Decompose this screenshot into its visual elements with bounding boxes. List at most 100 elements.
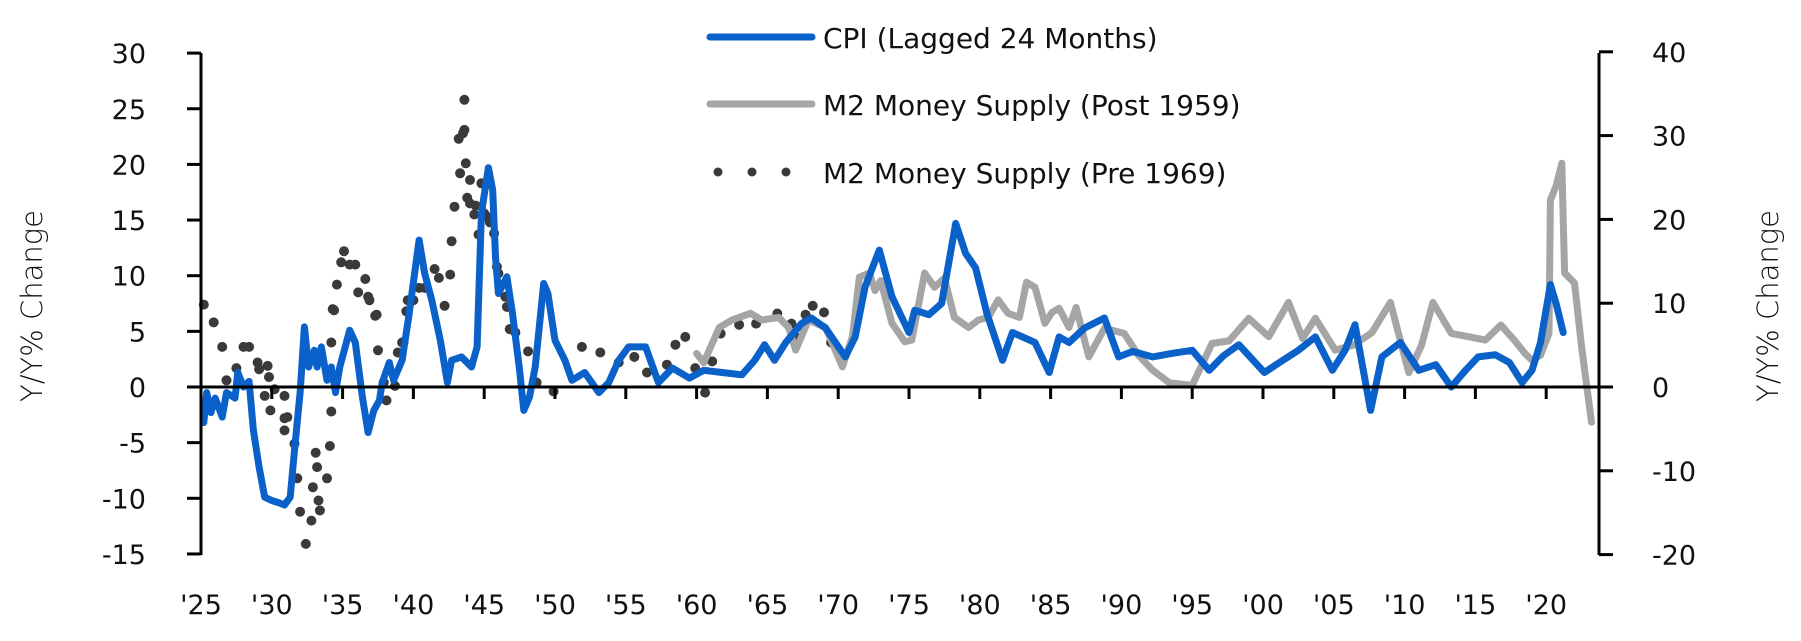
left-y-tick-label: 25 [112,95,146,126]
legend-m2-pre-dot [747,167,757,177]
left-y-tick-label: -10 [102,484,146,515]
m2-pre-1969-point [449,201,460,212]
m2-pre-1969-point [264,372,274,382]
m2-pre-1969-point [279,425,290,436]
axes: 30 25 20 15 10 5 0 -5 -10 -15 40 30 20 10 0 -10 -20 '25… [102,38,1696,621]
legend-m2-pre-label: M2 Money Supply (Pre 1969) [823,157,1226,190]
m2-pre-1969-point [433,272,444,283]
x-tick-label: '85 [1030,590,1072,621]
x-tick-label: '55 [605,590,647,621]
x-tick-label: '05 [1313,590,1355,621]
m2-pre-1969-point [307,482,318,493]
m2-pre-1969-point [371,309,382,320]
m2-pre-1969-point [336,257,347,268]
m2-pre-1969-point [217,341,228,352]
m2-pre-1969-point [807,300,818,311]
left-y-tick-label: 0 [129,373,146,404]
x-tick-label: '25 [180,590,222,621]
x-tick-label: '15 [1455,590,1497,621]
legend-m2-post-label: M2 Money Supply (Post 1959) [823,89,1241,122]
legend-item-m2-post: M2 Money Supply (Post 1959) [706,89,1241,122]
m2-pre-1969-point [446,236,457,247]
m2-pre-1969-point [221,375,232,386]
m2-pre-1969-point [670,339,681,350]
legend-item-cpi: CPI (Lagged 24 Months) [706,22,1158,55]
m2-pre-1969-point [208,317,219,328]
left-y-tick-label: 10 [112,262,146,293]
m2-pre-1969-point [353,287,364,298]
legend-m2-pre-dot [713,167,723,177]
m2-pre-1969-point [300,538,311,549]
m2-pre-1969-point [680,331,691,342]
m2-pre-1969-point [339,246,349,257]
m2-pre-1969-point [700,387,711,398]
m2-pre-1969-point [244,341,255,352]
m2-pre-1969-point [326,337,337,348]
right-y-tick-label: 10 [1652,289,1686,320]
left-y-tick-label: 5 [129,317,146,348]
m2-pre-1969-point [360,274,371,284]
x-tick-label: '50 [534,590,576,621]
m2-pre-1969-point [465,175,475,185]
x-tick-label: '20 [1525,590,1567,621]
m2-pre-1969-point [469,209,480,220]
x-tick-label: '65 [747,590,789,621]
left-y-tick-label: 15 [112,206,146,237]
x-tick-label: '70 [817,590,859,621]
m2-pre-1969-point [439,300,450,311]
x-tick-label: '45 [463,590,505,621]
x-tick-label: '35 [322,590,364,621]
m2-pre-1969-point [455,168,466,179]
legend-cpi-label: CPI (Lagged 24 Months) [823,22,1158,55]
m2-pre-1969-point [329,305,340,316]
m2-pre-1969-point [262,360,273,371]
right-y-tick-label: 30 [1652,122,1686,153]
m2-pre-1969-point [279,390,290,401]
m2-pre-1969-point [259,390,270,401]
m2-pre-1969-point [460,158,471,169]
m2-pre-1969-point [331,279,342,290]
m2-pre-1969-point [459,94,470,105]
m2-pre-1969-point [595,347,606,358]
x-tick-label: '90 [1101,590,1143,621]
x-tick-label: '30 [251,590,293,621]
left-y-tick-label: -15 [102,540,146,571]
m2-pre-1969-point [629,351,640,362]
x-tick-label: '00 [1242,590,1284,621]
m2-pre-1969-point [306,515,317,526]
m2-pre-1969-point [265,405,276,416]
m2-pre-1969-point [350,259,361,270]
cpi-line [200,164,1567,509]
right-y-tick-label: 40 [1652,38,1686,69]
left-y-tick-label: 30 [112,39,146,70]
left-y-ticks: 30 25 20 15 10 5 0 -5 -10 -15 [102,39,201,571]
m2-pre-1969-point [324,441,335,451]
m2-pre-1969-point [429,264,440,274]
m2-pre-1969-point [373,345,383,356]
m2-pre-1969-point [314,505,325,516]
right-y-tick-label: -10 [1652,457,1696,488]
m2-pre-1969-point [576,341,587,352]
right-y-axis-title: Y/Y% Change [1751,210,1785,402]
m2-pre-1969-point [470,200,481,211]
m2-pre-1969-point [642,367,652,378]
m2-pre-1969-point [819,307,829,318]
x-tick-label: '80 [959,590,1001,621]
m2-pre-1969-point [313,495,324,506]
m2-pre-1969-point [364,295,375,306]
right-y-tick-label: 20 [1652,205,1686,236]
m2-pre-1969-point [445,269,456,280]
legend: CPI (Lagged 24 Months) M2 Money Supply (… [706,22,1241,190]
legend-m2-pre-dot [781,167,791,177]
m2-pre-1969-point [326,406,337,417]
x-tick-label: '10 [1384,590,1426,621]
x-tick-label: '95 [1171,590,1213,621]
left-y-tick-label: 20 [112,150,146,181]
right-y-tick-label: -20 [1652,541,1696,572]
x-ticks: '25 '30 '35 '40 '45 '50 '55 '60 '65 '70 '75 '80 '85 '… [180,387,1567,621]
left-y-tick-label: -5 [119,429,146,460]
m2-pre-1969-point [523,346,534,357]
m2-pre-1969-point [381,395,392,406]
m2-pre-1969-point [734,319,745,330]
